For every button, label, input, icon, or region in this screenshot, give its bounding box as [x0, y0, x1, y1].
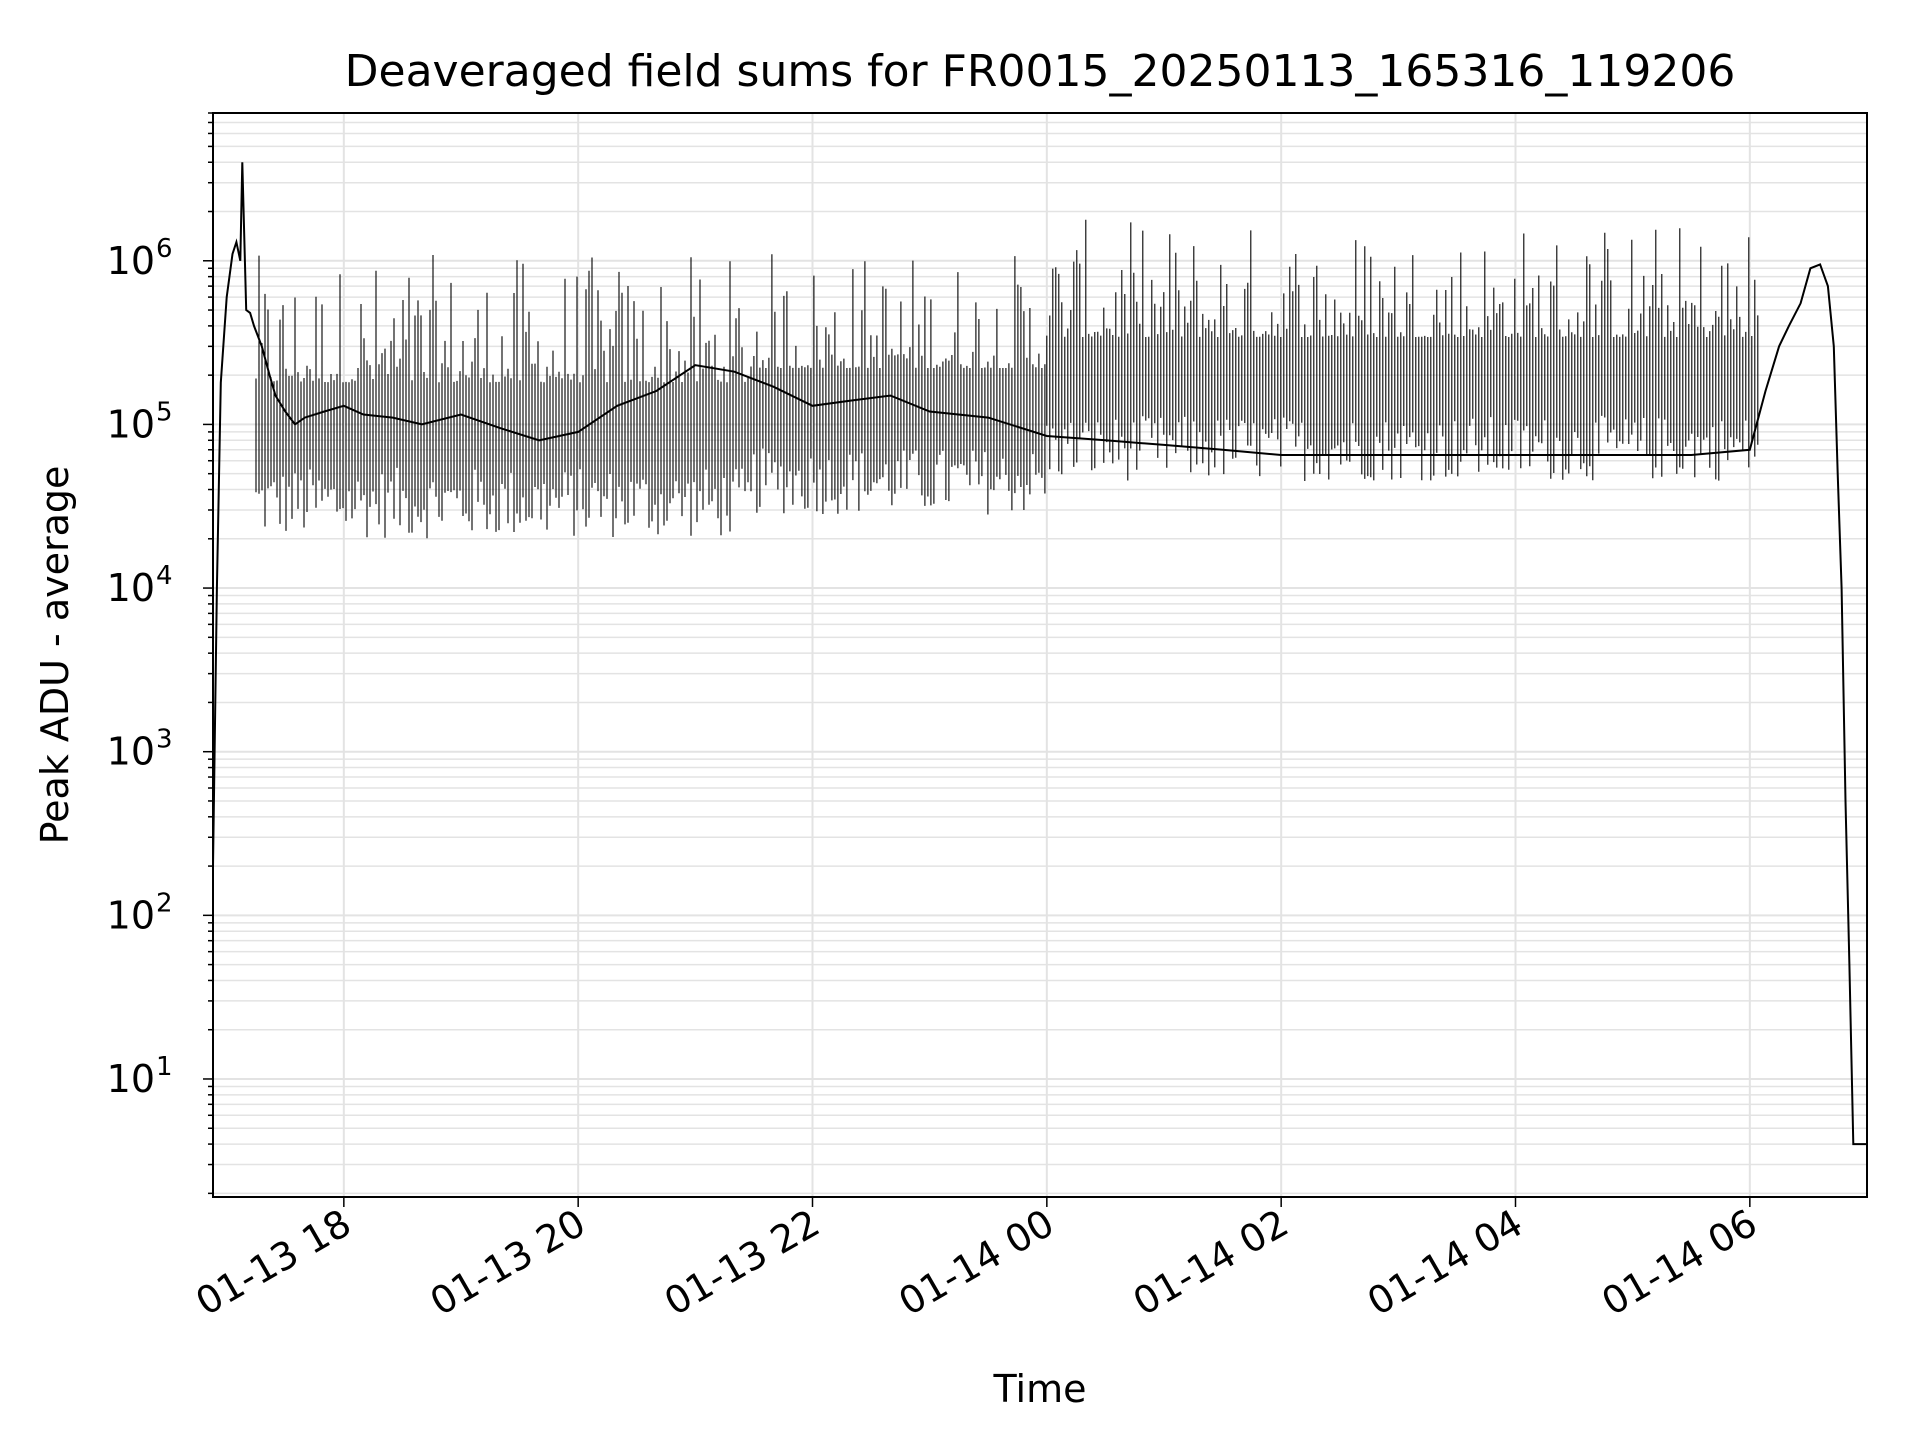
y-tick-exponent: 5 — [156, 397, 173, 427]
x-axis-label: Time — [993, 1367, 1087, 1411]
y-tick-exponent: 3 — [156, 725, 173, 755]
data-layer — [212, 162, 1867, 1146]
y-tick-label: 10 — [107, 730, 155, 774]
y-axis-label: Peak ADU - average — [33, 466, 77, 845]
y-tick-exponent: 2 — [156, 888, 173, 918]
y-tick-exponent: 1 — [156, 1052, 173, 1082]
y-tick-exponent: 6 — [156, 234, 173, 264]
y-tick-label: 10 — [107, 566, 155, 610]
y-tick-label: 10 — [107, 239, 155, 283]
y-tick-label: 10 — [107, 893, 155, 937]
y-tick-exponent: 4 — [156, 561, 173, 591]
y-tick-label: 10 — [107, 1057, 155, 1101]
series-spikes — [753, 254, 1046, 515]
series-spikes — [1046, 219, 1759, 481]
y-tick-label: 10 — [107, 402, 155, 446]
chart-title: Deaveraged field sums for FR0015_2025011… — [345, 46, 1736, 97]
plot-frame — [212, 112, 1868, 1198]
series-line — [212, 162, 1867, 1146]
